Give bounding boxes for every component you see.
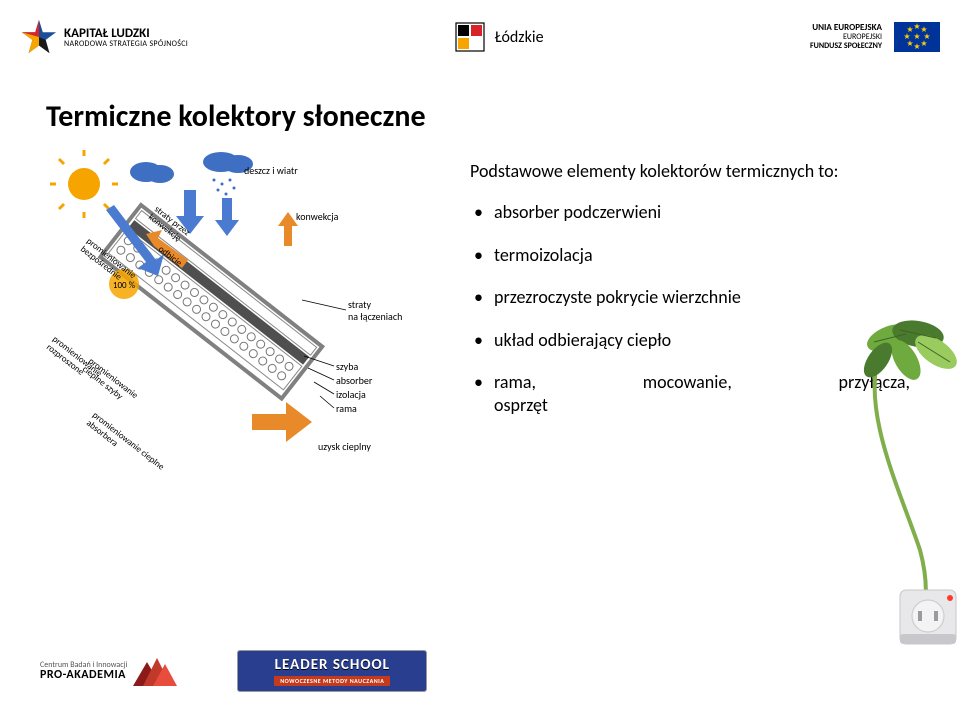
proakademia-logo: Centrum Badań i Innowacji PRO-AKADEMIA	[40, 656, 177, 686]
sun-icon	[50, 150, 118, 218]
svg-text:szyba: szyba	[336, 360, 358, 373]
lb-tail: osprzęt	[494, 394, 548, 416]
pa-text: Centrum Badań i Innowacji PRO-AKADEMIA	[40, 661, 127, 681]
pa-big: PRO-AKADEMIA	[40, 669, 127, 681]
content-block: Podstawowe elementy kolektorów termiczny…	[470, 160, 910, 436]
page-title: Termiczne kolektory słoneczne	[46, 98, 426, 135]
label-konwekcja: konwekcja	[296, 210, 339, 223]
cloud-icon	[130, 152, 253, 183]
lb-part: rama,	[494, 371, 536, 394]
lodzkie-label: Łódzkie	[495, 28, 544, 47]
leader-sub: NOWOCZESNE METODY NAUCZANIA	[274, 676, 390, 686]
eu-flag-icon	[894, 22, 940, 52]
header-bar: KAPITAŁ LUDZKI NARODOWA STRATEGIA SPÓJNO…	[20, 12, 940, 62]
kl-line1: KAPITAŁ LUDZKI	[64, 27, 188, 40]
last-bullet-row: rama, mocowanie, przyłącza,	[494, 371, 910, 394]
eu-line3: FUNDUSZ SPOŁECZNY	[810, 42, 882, 51]
svg-text:promieniowanie cieplne: promieniowanie cieplne	[90, 410, 167, 473]
right-labels: straty na łączeniach szyba absorber izol…	[318, 298, 402, 453]
lb-part: przyłącza,	[839, 371, 910, 394]
bullet-list: absorber podczerwieni termoizolacja prze…	[470, 201, 910, 416]
leader-top: LEADER SCHOOL	[275, 656, 390, 674]
eu-text: UNIA EUROPEJSKA EUROPEJSKI FUNDUSZ SPOŁE…	[810, 23, 882, 50]
lead-text: Podstawowe elementy kolektorów termiczny…	[470, 160, 910, 183]
diagram-svg: deszcz i wiatr konwekcja	[46, 150, 436, 480]
kapital-ludzki-logo: KAPITAŁ LUDZKI NARODOWA STRATEGIA SPÓJNO…	[20, 18, 188, 56]
svg-text:uzysk cieplny: uzysk cieplny	[318, 440, 371, 453]
bullet-item-last: rama, mocowanie, przyłącza, osprzęt	[470, 371, 910, 416]
pa-triangle-icon	[133, 656, 177, 686]
bullet-item: absorber podczerwieni	[470, 201, 910, 224]
bullet-item: przezroczyste pokrycie wierzchnie	[470, 286, 910, 309]
lodzkie-logo: Łódzkie	[455, 22, 544, 52]
kl-star-icon	[20, 18, 58, 56]
label-deszcz: deszcz i wiatr	[244, 164, 298, 177]
eu-logo: UNIA EUROPEJSKA EUROPEJSKI FUNDUSZ SPOŁE…	[810, 22, 940, 52]
kl-logo-box: KAPITAŁ LUDZKI NARODOWA STRATEGIA SPÓJNO…	[20, 18, 188, 56]
footer-bar: Centrum Badań i Innowacji PRO-AKADEMIA L…	[40, 650, 427, 692]
leader-school-logo: LEADER SCHOOL NOWOCZESNE METODY NAUCZANI…	[237, 650, 427, 692]
svg-text:rama: rama	[336, 402, 357, 415]
svg-text:na łączeniach: na łączeniach	[348, 310, 402, 323]
lodzkie-icon	[455, 22, 485, 52]
socket-icon	[900, 590, 956, 644]
precip-icon	[213, 179, 236, 196]
kl-line2: NARODOWA STRATEGIA SPÓJNOŚCI	[64, 40, 188, 48]
svg-text:absorber: absorber	[336, 374, 373, 387]
lb-part: mocowanie,	[643, 371, 732, 394]
kl-text: KAPITAŁ LUDZKI NARODOWA STRATEGIA SPÓJNO…	[64, 27, 188, 48]
collector-diagram: deszcz i wiatr konwekcja	[46, 150, 436, 480]
bullet-item: układ odbierający ciepło	[470, 329, 910, 352]
bullet-item: termoizolacja	[470, 244, 910, 267]
svg-text:izolacja: izolacja	[336, 388, 366, 401]
